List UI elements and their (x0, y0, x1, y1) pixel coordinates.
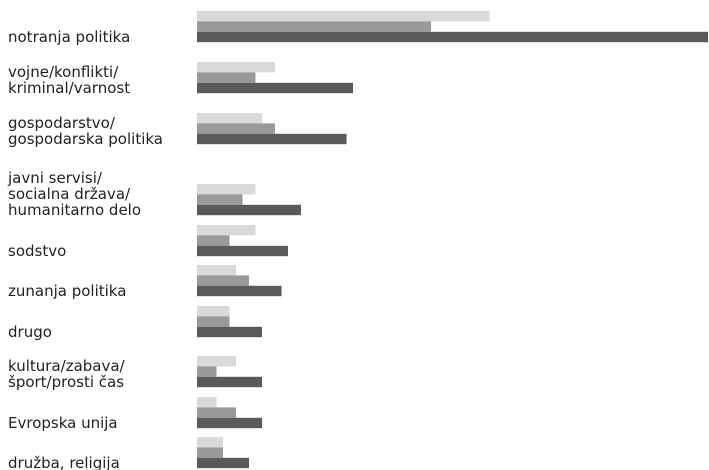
category-label: zunanja politika (8, 282, 126, 300)
bar (197, 407, 237, 418)
bar (197, 62, 276, 73)
label-line: vojne/konflikti/ (8, 63, 119, 81)
bar (197, 21, 432, 32)
bar (197, 376, 263, 388)
category-label: kultura/zabava/šport/prosti čas (8, 357, 126, 391)
bar (197, 235, 230, 246)
bar (197, 133, 347, 145)
category-label: gospodarstvo/gospodarska politika (8, 114, 163, 148)
bar (197, 11, 490, 22)
label-line: sodstvo (8, 242, 66, 260)
label-line: zunanja politika (8, 282, 126, 300)
bar (197, 417, 263, 429)
bar (197, 72, 256, 83)
bar (197, 316, 230, 327)
bar (197, 204, 302, 216)
label-line: drugo (8, 323, 52, 341)
label-line: socialna država/ (8, 185, 131, 203)
category-label: javni servisi/socialna država/humanitarn… (7, 169, 141, 219)
bar (197, 225, 256, 236)
label-line: notranja politika (8, 28, 130, 46)
bar (197, 265, 237, 276)
bar (197, 457, 250, 469)
label-line: družba, religija (8, 454, 120, 470)
bar (197, 397, 217, 408)
category-label: notranja politika (8, 28, 130, 46)
label-line: kriminal/varnost (8, 79, 130, 97)
bar (197, 437, 224, 448)
bar (197, 245, 289, 257)
category-label: vojne/konflikti/kriminal/varnost (8, 63, 130, 97)
category-label: Evropska unija (8, 414, 118, 432)
bar (197, 113, 263, 124)
bar (197, 447, 224, 458)
bar (197, 356, 237, 367)
category-label: družba, religija (8, 454, 120, 470)
bar (197, 123, 276, 134)
label-line: gospodarska politika (8, 130, 163, 148)
bar (197, 275, 250, 286)
category-label: sodstvo (8, 242, 66, 260)
bar (197, 285, 282, 297)
label-line: šport/prosti čas (8, 373, 124, 391)
label-line: javni servisi/ (7, 169, 103, 187)
label-line: gospodarstvo/ (8, 114, 116, 132)
category-label: drugo (8, 323, 52, 341)
label-line: Evropska unija (8, 414, 118, 432)
bar (197, 82, 354, 94)
label-line: kultura/zabava/ (8, 357, 126, 375)
label-line: humanitarno delo (8, 201, 141, 219)
bar (197, 306, 230, 317)
bar (197, 366, 217, 377)
bar (197, 194, 243, 205)
bar (197, 184, 256, 195)
bar (197, 31, 708, 43)
bar (197, 326, 263, 338)
